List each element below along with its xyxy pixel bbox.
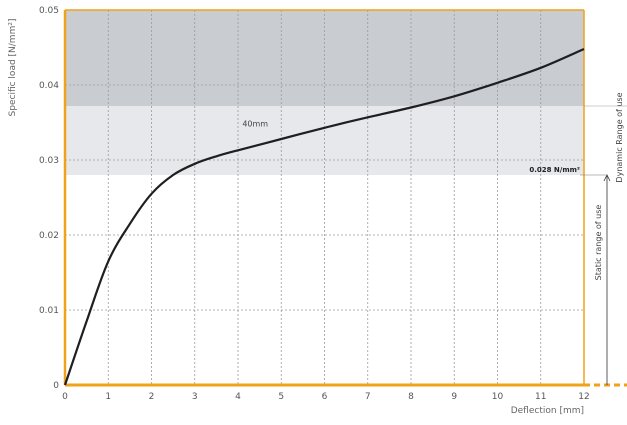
x-tick-label-3: 3 xyxy=(192,392,198,402)
x-axis-label: Deflection [mm] xyxy=(511,406,584,416)
y-tick-label-0.04: 0.04 xyxy=(39,81,59,91)
grid-lines xyxy=(65,10,584,385)
band-static-range-of-use xyxy=(65,106,584,175)
y-axis-label: Specific load [N/mm²] xyxy=(8,19,18,117)
x-tick-label-12: 12 xyxy=(578,392,589,402)
x-tick-label-5: 5 xyxy=(278,392,284,402)
x-tick-label-10: 10 xyxy=(492,392,504,402)
x-tick-label-4: 4 xyxy=(235,392,241,402)
dynamic-range-label: Dynamic Range of use xyxy=(615,92,624,182)
y-tick-label-0.05: 0.05 xyxy=(39,6,59,16)
annotations xyxy=(580,105,627,385)
x-tick-label-2: 2 xyxy=(149,392,155,402)
threshold-label: 0.028 N/mm² xyxy=(529,166,580,174)
y-tick-label-0.02: 0.02 xyxy=(39,231,59,241)
series-line-40mm xyxy=(63,47,585,386)
y-tick-label-0: 0 xyxy=(53,381,59,391)
series-group xyxy=(63,47,585,386)
x-tick-label-8: 8 xyxy=(408,392,414,402)
y-tick-label-0.01: 0.01 xyxy=(39,306,59,316)
static-range-label: Static range of use xyxy=(594,205,603,281)
x-tick-label-11: 11 xyxy=(535,392,546,402)
y-tick-label-0.03: 0.03 xyxy=(39,156,59,166)
curve-label-40mm: 40mm xyxy=(242,119,268,128)
plot-frame xyxy=(63,9,627,387)
x-tick-label-1: 1 xyxy=(105,392,111,402)
x-tick-label-6: 6 xyxy=(322,392,328,402)
x-tick-label-9: 9 xyxy=(451,392,457,402)
x-tick-label-0: 0 xyxy=(62,392,68,402)
x-tick-label-7: 7 xyxy=(365,392,371,402)
